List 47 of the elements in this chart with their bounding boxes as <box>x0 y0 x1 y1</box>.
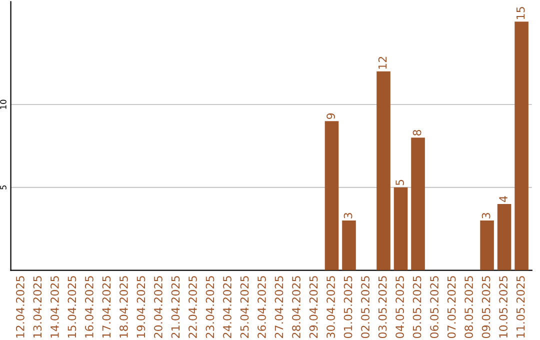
x-tick-label: 18.04.2025 <box>120 276 128 338</box>
x-tick-label: 05.05.2025 <box>412 276 422 338</box>
bar <box>394 187 408 270</box>
bar <box>342 220 356 270</box>
x-tick-label: 11.05.2025 <box>516 276 525 338</box>
x-tick-label: 13.04.2025 <box>33 276 42 338</box>
data-label: 12 <box>378 56 387 69</box>
x-tick-label: 25.04.2025 <box>240 276 249 338</box>
x-tick-label: 04.05.2025 <box>396 276 404 338</box>
x-tick-label: 02.05.2025 <box>361 276 370 338</box>
x-tick-label: 20.04.2025 <box>154 276 162 338</box>
bar <box>411 138 425 270</box>
x-tick-label: 30.04.2025 <box>326 276 335 338</box>
x-tick-label: 08.05.2025 <box>464 276 474 338</box>
data-label: 15 <box>516 7 525 19</box>
bar <box>497 204 512 270</box>
bar <box>480 220 494 270</box>
x-tick-label: 07.05.2025 <box>447 276 456 338</box>
x-tick-label: 06.05.2025 <box>430 276 438 338</box>
x-tick-label: 22.04.2025 <box>188 276 197 338</box>
x-tick-label: 27.04.2025 <box>274 276 284 338</box>
data-label: 3 <box>344 212 352 218</box>
bar <box>514 22 528 270</box>
y-tick-label: 10 <box>0 100 6 109</box>
x-tick-label: 29.04.2025 <box>309 276 318 338</box>
data-label: 9 <box>326 113 335 119</box>
x-tick-label: 03.05.2025 <box>378 276 387 338</box>
data-label: 3 <box>482 212 490 218</box>
x-tick-label: 15.04.2025 <box>68 276 76 338</box>
data-label: 4 <box>499 196 508 202</box>
bar <box>324 121 339 270</box>
x-tick-label: 23.04.2025 <box>206 276 214 338</box>
x-tick-label: 26.04.2025 <box>258 276 266 338</box>
bar <box>376 71 390 270</box>
x-tick-label: 16.04.2025 <box>84 276 94 338</box>
data-label: 5 <box>396 180 404 186</box>
x-tick-label: 12.04.2025 <box>16 276 24 338</box>
data-label: 8 <box>412 130 422 136</box>
x-tick-label: 10.05.2025 <box>499 276 508 338</box>
x-tick-label: 14.04.2025 <box>50 276 59 338</box>
x-tick-label: 19.04.2025 <box>136 276 146 338</box>
x-tick-label: 21.04.2025 <box>171 276 180 338</box>
x-tick-label: 28.04.2025 <box>292 276 300 338</box>
x-tick-label: 24.04.2025 <box>223 276 232 338</box>
x-tick-label: 09.05.2025 <box>482 276 490 338</box>
x-tick-label: 01.05.2025 <box>344 276 352 338</box>
x-tick-label: 17.04.2025 <box>102 276 111 338</box>
